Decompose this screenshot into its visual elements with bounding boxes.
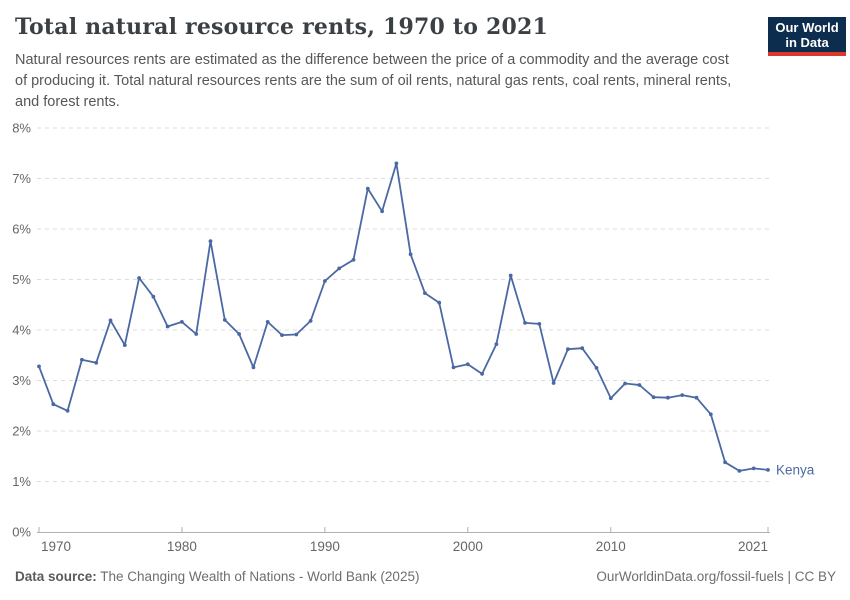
data-point-marker [222,318,227,322]
data-source: Data source: The Changing Wealth of Nati… [15,569,419,584]
owid-logo[interactable]: Our World in Data [768,17,846,56]
data-point-marker [594,366,599,370]
data-point-marker [108,318,113,323]
y-tick-label: 4% [12,323,31,338]
x-tick-label: 1970 [41,539,71,554]
data-point-marker [437,300,442,305]
data-point-marker [294,332,299,337]
x-tick-label: 1980 [167,539,197,554]
data-point-marker [608,396,613,401]
data-point-marker [708,412,713,417]
data-point-marker [351,257,356,262]
y-tick-label: 2% [12,424,31,439]
y-tick-label: 0% [12,525,31,540]
chart-subtitle: Natural resources rents are estimated as… [15,52,732,110]
data-point-marker [651,395,656,400]
data-point-marker [237,332,242,336]
x-tick-label: 2010 [596,539,626,554]
y-tick-label: 1% [12,474,31,489]
data-point-marker [365,186,370,191]
x-tick-label: 2021 [738,539,768,554]
data-point-marker [137,276,142,280]
data-point-marker [337,266,342,271]
data-point-marker [65,408,70,413]
data-point-marker [737,469,742,473]
series-line [38,162,769,472]
data-point-marker [394,161,399,166]
y-tick-label: 3% [12,373,31,388]
data-point-marker [122,343,127,347]
data-point-marker [723,460,727,465]
data-point-marker [751,466,756,471]
data-point-marker [566,347,570,352]
y-tick-label: 8% [12,121,31,136]
x-tick-label: 1990 [310,539,340,554]
data-point-marker [208,239,213,244]
data-point-marker [180,320,184,324]
data-point-marker [508,273,513,278]
y-tick-label: 7% [12,171,31,186]
footer-link[interactable]: OurWorldinData.org/fossil-fuels | CC BY [596,569,836,584]
data-point-marker [465,362,470,367]
owid-logo-line1: Our World [775,20,839,35]
data-point-marker [423,291,427,295]
data-source-label: Data source: [15,569,97,584]
x-tick-label: 2000 [453,539,483,554]
data-point-marker [194,332,199,336]
y-tick-label: 6% [12,222,31,237]
page-title: Total natural resource rents, 1970 to 20… [15,14,548,40]
data-point-marker [265,320,270,324]
data-point-marker [280,333,284,337]
data-point-marker [480,372,484,376]
chart-footer: Data source: The Changing Wealth of Nati… [15,569,836,584]
data-point-marker [151,294,156,299]
data-point-marker [694,395,699,400]
y-tick-label: 5% [12,272,31,287]
data-point-marker [537,322,542,326]
data-point-marker [580,346,585,351]
owid-logo-line2: in Data [785,35,829,50]
data-point-marker [551,381,556,385]
data-point-marker [680,393,685,397]
data-point-marker [165,324,170,329]
data-point-marker [766,468,770,472]
data-point-marker [380,209,384,214]
data-point-marker [94,360,99,365]
data-point-marker [523,321,527,325]
data-point-marker [637,383,642,387]
data-point-marker [494,342,499,346]
series-end-label: Kenya [776,462,815,477]
data-point-marker [51,402,56,407]
data-point-marker [37,364,41,369]
data-point-marker [80,357,84,362]
data-point-marker [666,395,670,400]
data-point-marker [408,252,413,257]
data-point-marker [323,279,327,283]
data-point-marker [451,365,456,370]
data-point-marker [623,381,627,386]
data-point-marker [251,365,256,370]
data-source-text: The Changing Wealth of Nations - World B… [96,569,420,584]
data-point-marker [308,319,313,323]
